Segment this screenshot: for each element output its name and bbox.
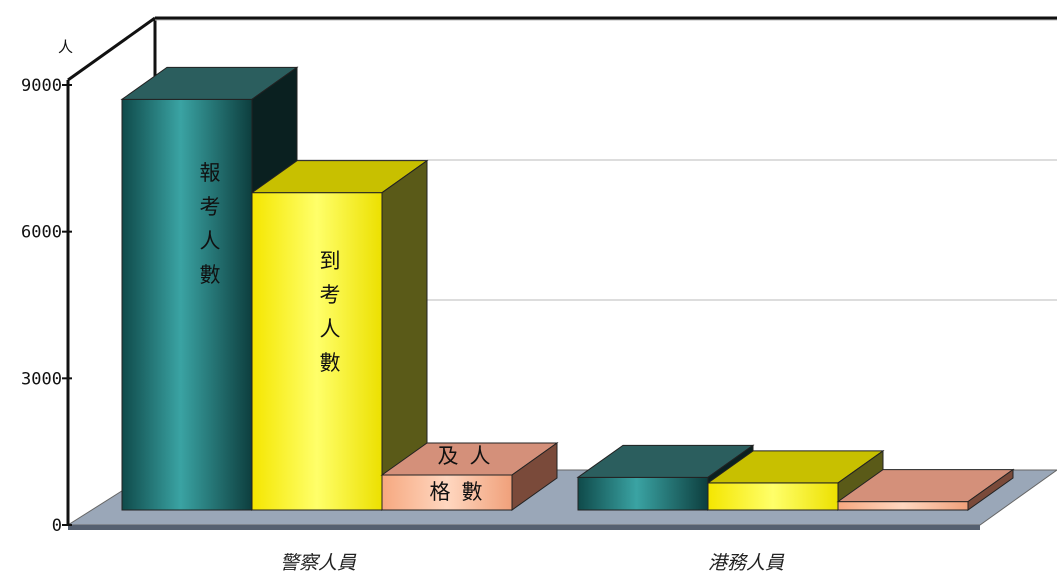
series-label-char: 人 — [470, 444, 491, 468]
series-label-char: 報 — [200, 161, 221, 185]
bar-front — [251, 192, 383, 511]
bar — [380, 442, 559, 511]
series-label-char: 數 — [320, 351, 341, 375]
bar-front — [577, 476, 709, 511]
series-label-char: 數 — [200, 263, 221, 287]
series-label-char: 人 — [200, 229, 221, 253]
series-label-char: 到 — [320, 249, 341, 273]
y-tick-label: 0 — [52, 516, 62, 536]
y-tick-label: 3000 — [21, 369, 62, 389]
y-tick-label: 9000 — [21, 76, 62, 96]
bar — [836, 468, 1015, 511]
y-axis-unit: 人 — [58, 38, 73, 56]
bar-side — [967, 468, 1014, 511]
category-labels: 警察人員 港務人員 — [280, 552, 785, 574]
bar-labels: 報考人數到考人數及 人格數 — [200, 161, 491, 504]
series-label-char: 數 — [462, 480, 483, 504]
series-label-char: 人 — [320, 317, 341, 341]
series-label-char: 及 — [438, 444, 459, 468]
bar-side — [511, 442, 558, 511]
y-ticks: 0 3000 6000 9000 — [21, 76, 72, 536]
bar-front — [121, 98, 253, 511]
bar-front — [837, 501, 969, 511]
category-label: 警察人員 — [280, 552, 357, 574]
bars — [120, 66, 1015, 511]
series-label-char: 考 — [200, 195, 221, 219]
category-label: 港務人員 — [708, 552, 785, 574]
floor-front-edge — [68, 525, 980, 530]
bar — [250, 159, 429, 511]
series-label-char: 考 — [320, 283, 341, 307]
left-top-edge — [67, 16, 156, 82]
y-tick-label: 6000 — [21, 223, 62, 243]
bar-front — [707, 482, 839, 511]
series-label-char: 格 — [430, 480, 451, 504]
bar-front — [381, 474, 513, 511]
